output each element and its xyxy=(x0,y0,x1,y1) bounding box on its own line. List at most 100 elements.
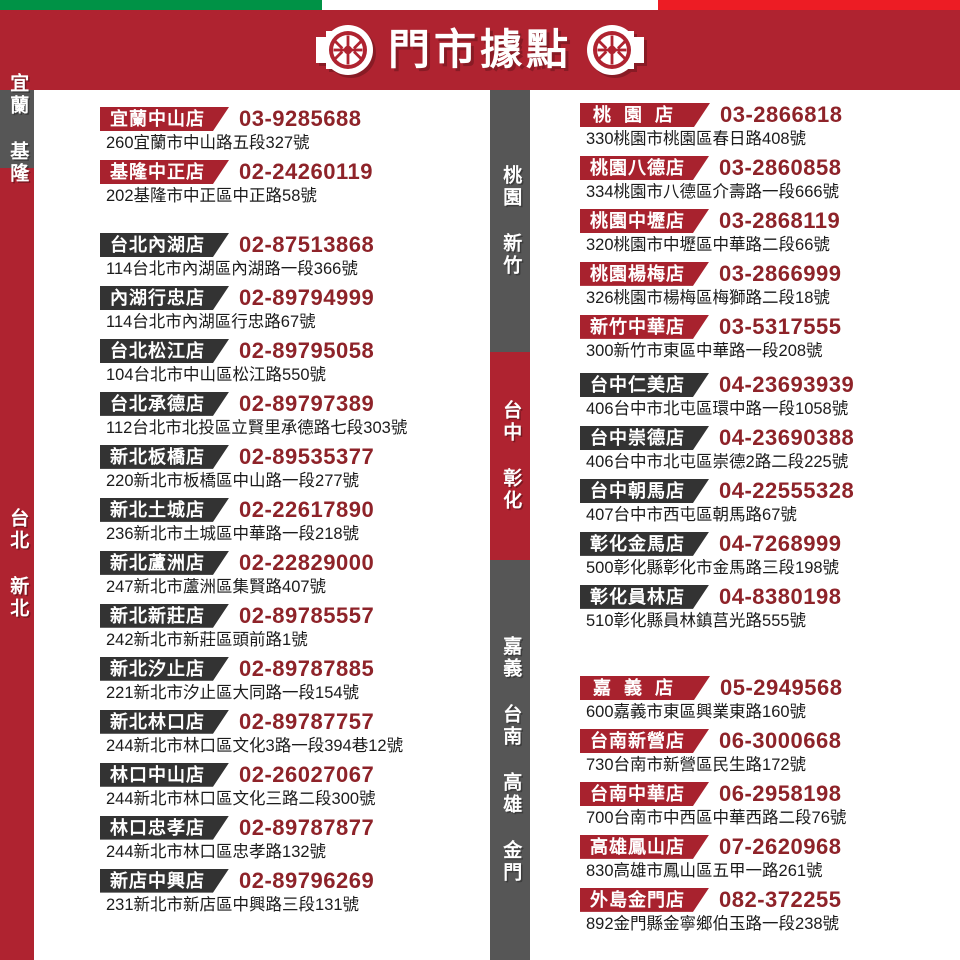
store-header-row: 內湖行忠店 02-89794999 xyxy=(100,283,480,310)
store-address: 104台北市中山區松江路550號 xyxy=(106,365,327,384)
store-entry: 台中崇德店 04-23690388 406台中市北屯區崇德2路二段225號 xyxy=(580,423,952,472)
store-entry: 新店中興店 02-89796269 231新北市新店區中興路三段131號 xyxy=(100,866,480,915)
store-header-row: 新北林口店 02-89787757 xyxy=(100,707,480,734)
store-phone-number[interactable]: 02-87513868 xyxy=(239,232,375,257)
store-name-label: 新北土城店 xyxy=(110,499,205,520)
store-phone-number[interactable]: 03-9285688 xyxy=(239,106,362,131)
store-entry: 新北蘆洲店 02-22829000 247新北市蘆洲區集賢路407號 xyxy=(100,548,480,597)
store-region-group: 桃園店 03-2866818 330桃園市桃園區春日路408號 桃園八德店 03-286… xyxy=(580,100,952,365)
store-phone-number[interactable]: 03-5317555 xyxy=(719,313,842,339)
store-phone-number[interactable]: 03-2860858 xyxy=(719,154,842,180)
store-name-tag: 台中仁美店 xyxy=(580,373,709,397)
store-phone-number[interactable]: 02-22617890 xyxy=(239,496,375,522)
store-phone-number[interactable]: 02-26027067 xyxy=(239,761,375,787)
store-entry: 新北林口店 02-89787757 244新北市林口區文化3路一段394巷12號 xyxy=(100,707,480,756)
sidebar-region-segment: 台北 新北 xyxy=(0,168,34,960)
store-name-tag: 台北承德店 xyxy=(100,392,229,416)
store-entry: 彰化員林店 04-8380198 510彰化縣員林鎮莒光路555號 xyxy=(580,582,952,631)
sidebar-region-segment: 桃園 新竹 xyxy=(490,90,530,352)
store-address: 221新北市汐止區大同路一段154號 xyxy=(106,683,360,702)
store-header-row: 台南中華店 06-2958198 xyxy=(580,779,952,806)
store-name-label: 桃園中壢店 xyxy=(590,210,685,231)
store-entry: 嘉義店 05-2949568 600嘉義市東區興業東路160號 xyxy=(580,673,952,722)
store-entry: 林口中山店 02-26027067 244新北市林口區文化三路二段300號 xyxy=(100,760,480,809)
store-header-row: 台中崇德店 04-23690388 xyxy=(580,423,952,450)
store-name-label: 台北松江店 xyxy=(110,340,205,361)
store-entry: 基隆中正店 02-24260119 202基隆市中正區中正路58號 xyxy=(100,157,480,206)
store-address: 260宜蘭市中山路五段327號 xyxy=(106,134,310,152)
sidebar-region-segment: 嘉義 台南 高雄 金門 xyxy=(490,560,530,960)
store-address: 406台中市北屯區環中路一段1058號 xyxy=(586,400,849,418)
tire-icon-left xyxy=(312,21,374,79)
store-phone-number[interactable]: 02-89785557 xyxy=(239,602,375,628)
store-region-group: 台北內湖店 02-87513868 114台北市內湖區內湖路一段366號 內湖行忠店 0… xyxy=(100,230,480,919)
store-address: 220新北市板橋區中山路一段277號 xyxy=(106,471,360,490)
store-header-row: 新北汐止店 02-89787885 xyxy=(100,654,480,681)
store-name-tag: 桃園中壢店 xyxy=(580,209,709,233)
store-name-label: 台中朝馬店 xyxy=(590,480,685,501)
store-name-label: 新北林口店 xyxy=(110,711,205,732)
store-name-tag: 內湖行忠店 xyxy=(100,286,229,310)
store-name-label: 桃園店 xyxy=(593,105,686,125)
store-address: 231新北市新店區中興路三段131號 xyxy=(106,895,360,914)
store-phone-number[interactable]: 02-89787877 xyxy=(239,814,375,840)
store-name-label: 新店中興店 xyxy=(110,870,205,891)
store-name-label: 高雄鳳山店 xyxy=(590,836,685,857)
store-phone-number[interactable]: 082-372255 xyxy=(719,886,842,912)
store-name-label: 桃園楊梅店 xyxy=(590,263,685,284)
store-name-label: 台中崇德店 xyxy=(590,427,685,448)
store-address: 300新竹市東區中華路一段208號 xyxy=(586,341,823,360)
store-phone-number[interactable]: 02-24260119 xyxy=(239,158,373,184)
store-phone-number[interactable]: 03-2866999 xyxy=(719,260,842,286)
store-phone-number[interactable]: 04-23693939 xyxy=(719,372,855,397)
store-entry: 桃園中壢店 03-2868119 320桃園市中壢區中華路二段66號 xyxy=(580,206,952,255)
store-name-tag: 新店中興店 xyxy=(100,869,229,893)
store-phone-number[interactable]: 04-23690388 xyxy=(719,424,855,450)
store-header-row: 台北承德店 02-89797389 xyxy=(100,389,480,416)
store-phone-number[interactable]: 06-3000668 xyxy=(719,727,842,753)
store-name-tag: 新北林口店 xyxy=(100,710,229,734)
store-name-label: 新北新莊店 xyxy=(110,605,205,626)
store-header-row: 宜蘭中山店 03-9285688 xyxy=(100,104,480,131)
sidebar-left-regions: 宜蘭 基隆台北 新北 xyxy=(0,73,34,960)
store-address: 326桃園市楊梅區梅獅路二段18號 xyxy=(586,288,830,307)
store-phone-number[interactable]: 02-22829000 xyxy=(239,549,375,575)
store-entry: 彰化金馬店 04-7268999 500彰化縣彰化市金馬路三段198號 xyxy=(580,529,952,578)
store-phone-number[interactable]: 07-2620968 xyxy=(719,833,842,859)
store-phone-number[interactable]: 04-8380198 xyxy=(719,583,842,609)
store-entry: 高雄鳳山店 07-2620968 830高雄市鳳山區五甲一路261號 xyxy=(580,832,952,881)
sidebar-region-segment: 宜蘭 基隆 xyxy=(0,73,34,185)
store-phone-number[interactable]: 02-89796269 xyxy=(239,867,375,893)
store-name-tag: 台中朝馬店 xyxy=(580,479,709,503)
store-phone-number[interactable]: 02-89794999 xyxy=(239,284,375,310)
store-name-tag: 嘉義店 xyxy=(580,676,710,700)
store-entry: 內湖行忠店 02-89794999 114台北市內湖區行忠路67號 xyxy=(100,283,480,332)
store-entry: 新北土城店 02-22617890 236新北市土城區中華路一段218號 xyxy=(100,495,480,544)
store-address: 500彰化縣彰化市金馬路三段198號 xyxy=(586,558,840,577)
store-phone-number[interactable]: 04-22555328 xyxy=(719,477,855,503)
store-phone-number[interactable]: 04-7268999 xyxy=(719,530,842,556)
store-phone-number[interactable]: 03-2866818 xyxy=(720,102,843,127)
store-phone-number[interactable]: 02-89787757 xyxy=(239,708,375,734)
store-phone-number[interactable]: 02-89535377 xyxy=(239,443,375,469)
store-name-tag: 台北內湖店 xyxy=(100,233,229,257)
store-entry: 台中朝馬店 04-22555328 407台中市西屯區朝馬路67號 xyxy=(580,476,952,525)
store-phone-number[interactable]: 06-2958198 xyxy=(719,780,842,806)
store-name-label: 林口忠孝店 xyxy=(110,817,205,838)
store-header-row: 新北蘆洲店 02-22829000 xyxy=(100,548,480,575)
store-phone-number[interactable]: 05-2949568 xyxy=(720,675,843,700)
sidebar-region-label: 台北 新北 xyxy=(7,508,29,620)
store-name-tag: 新北蘆洲店 xyxy=(100,551,229,575)
store-phone-number[interactable]: 02-89797389 xyxy=(239,390,375,416)
store-entry: 桃園八德店 03-2860858 334桃園市八德區介壽路一段666號 xyxy=(580,153,952,202)
store-name-label: 新北蘆洲店 xyxy=(110,552,205,573)
store-header-row: 新北土城店 02-22617890 xyxy=(100,495,480,522)
store-phone-number[interactable]: 02-89795058 xyxy=(239,337,375,363)
store-name-tag: 外島金門店 xyxy=(580,888,709,912)
store-header-row: 新竹中華店 03-5317555 xyxy=(580,312,952,339)
store-phone-number[interactable]: 03-2868119 xyxy=(719,207,841,233)
store-name-tag: 台北松江店 xyxy=(100,339,229,363)
store-phone-number[interactable]: 02-89787885 xyxy=(239,655,375,681)
store-region-group: 宜蘭中山店 03-9285688 260宜蘭市中山路五段327號基隆中正店 02-24… xyxy=(100,104,480,210)
store-name-label: 桃園八德店 xyxy=(590,157,685,178)
